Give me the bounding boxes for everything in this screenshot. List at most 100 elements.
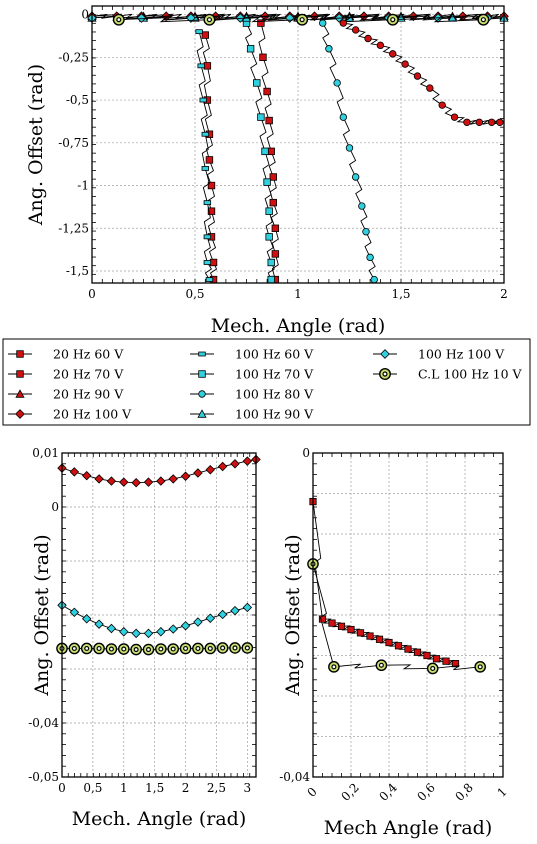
data-point	[271, 224, 280, 232]
series-line	[312, 501, 456, 665]
y-tick-label: -0,05	[28, 770, 59, 784]
data-point	[265, 233, 273, 241]
data-point	[207, 181, 216, 190]
data-point	[203, 200, 212, 206]
series-line	[202, 34, 218, 280]
data-point	[413, 72, 422, 80]
data-point	[364, 34, 372, 43]
y-axis-label: Ang. Offset (rad)	[282, 534, 304, 696]
data-point	[269, 173, 277, 181]
data-point-hole	[299, 17, 305, 23]
legend-marker	[15, 409, 25, 419]
data-point	[106, 476, 117, 486]
data-point-hole	[145, 647, 152, 653]
data-point	[475, 118, 483, 126]
data-point-hole	[390, 17, 396, 23]
x-tick-label: 1,5	[391, 287, 410, 301]
data-point	[193, 617, 203, 627]
series-0	[309, 497, 460, 668]
data-point	[263, 178, 271, 186]
data-point-hole	[430, 665, 436, 671]
data-point	[106, 623, 117, 634]
legend-label: 20 Hz 60 V	[53, 347, 124, 362]
data-point	[259, 53, 267, 61]
y-tick-label: 0	[51, 500, 59, 514]
data-point	[156, 627, 166, 637]
legend: 20 Hz 60 V 20 Hz 70 V 20 Hz 90 V 20 Hz 100 …	[2, 338, 531, 426]
data-point	[451, 660, 460, 668]
series-line	[343, 22, 501, 125]
series-1	[257, 19, 280, 284]
plot-frame	[312, 452, 504, 778]
data-point	[131, 628, 141, 639]
legend-marker-hole	[382, 371, 388, 377]
data-point	[217, 609, 228, 620]
legend-entry: C.L 100 Hz 10 V	[373, 367, 523, 382]
data-point	[432, 655, 441, 663]
legend-entry: 20 Hz 100 V	[8, 407, 132, 422]
legend-marker	[16, 370, 24, 378]
data-point	[404, 645, 412, 653]
legend-label: 20 Hz 90 V	[53, 387, 124, 402]
legend-box	[2, 338, 531, 426]
series-1	[57, 600, 253, 639]
data-point	[168, 624, 178, 634]
data-point	[366, 253, 374, 262]
data-point	[143, 477, 154, 487]
data-point	[265, 207, 273, 215]
plot-frame	[61, 452, 257, 778]
data-point	[366, 632, 374, 640]
y-tick-label: -0,75	[58, 136, 89, 150]
data-point	[325, 45, 333, 53]
data-point	[195, 29, 203, 35]
data-point-hole	[206, 17, 213, 23]
data-point	[442, 657, 450, 665]
y-tick-label: -0,25	[58, 50, 89, 64]
data-point	[263, 87, 271, 96]
series-9	[112, 13, 490, 26]
legend-entry: 100 Hz 60 V	[190, 347, 314, 362]
data-point-hole	[108, 646, 114, 652]
series-0	[201, 31, 218, 284]
data-point	[205, 465, 216, 475]
x-tick-label: 1	[120, 781, 128, 795]
data-point-hole	[220, 645, 226, 651]
data-point	[257, 19, 265, 27]
data-point	[389, 50, 397, 58]
data-point	[203, 234, 212, 240]
series-line	[258, 22, 279, 280]
data-point	[370, 275, 378, 284]
data-point	[351, 173, 360, 181]
data-point	[180, 621, 191, 631]
x-tick-label: 0,5	[83, 781, 102, 795]
y-axis-label: Ang. Offset (rad)	[31, 534, 53, 696]
x-tick-label: 2	[182, 781, 190, 795]
y-tick-label: 0	[81, 8, 89, 22]
data-point	[197, 63, 205, 69]
legend-label: 20 Hz 100 V	[53, 407, 132, 422]
data-point-hole	[480, 17, 486, 23]
legend-label: 100 Hz 70 V	[235, 367, 314, 382]
data-point-hole	[116, 17, 122, 23]
data-point	[242, 602, 253, 613]
data-point	[193, 468, 203, 478]
x-tick-label: 0,2	[338, 780, 361, 803]
x-tick-label: 0	[58, 781, 66, 795]
data-point	[69, 607, 80, 618]
x-axis-label: Mech. Angle (rad)	[211, 315, 386, 337]
data-point	[265, 116, 273, 125]
x-axis-label: Mech. Angle (rad)	[72, 808, 247, 830]
data-point	[131, 477, 141, 488]
data-point	[81, 614, 92, 624]
legend-marker	[198, 370, 206, 378]
data-point	[201, 31, 209, 39]
data-point	[209, 258, 218, 267]
legend-entry: 100 Hz 100 V	[373, 347, 505, 362]
series-line	[61, 604, 248, 634]
legend-entry: 100 Hz 70 V	[190, 367, 314, 382]
x-axis-label: Mech Angle (rad)	[324, 817, 493, 839]
legend-entry: 100 Hz 90 V	[190, 407, 314, 422]
plot-frame	[91, 5, 505, 284]
y-tick-label: 0,01	[32, 446, 59, 460]
y-tick-label: 0	[302, 446, 310, 460]
